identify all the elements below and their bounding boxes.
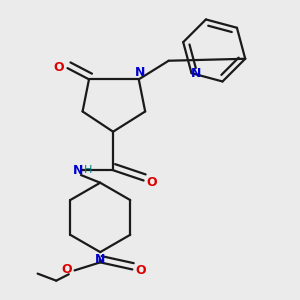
Text: O: O bbox=[135, 264, 146, 277]
Text: N: N bbox=[73, 164, 84, 177]
Text: O: O bbox=[54, 61, 64, 74]
Text: H: H bbox=[84, 165, 92, 175]
Text: O: O bbox=[146, 176, 157, 189]
Text: O: O bbox=[61, 263, 72, 276]
Text: N: N bbox=[95, 253, 105, 266]
Text: N: N bbox=[190, 67, 201, 80]
Text: N: N bbox=[135, 66, 146, 79]
